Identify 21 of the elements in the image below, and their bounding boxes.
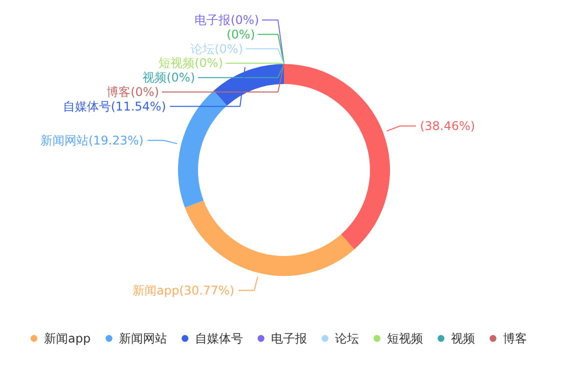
legend-label: 短视频 — [387, 331, 423, 346]
legend-label: 电子报 — [271, 331, 307, 346]
text: 视频(0%) — [142, 70, 195, 85]
legend-label: 博客 — [503, 331, 527, 346]
donut-slice — [284, 64, 390, 250]
text: 博客(0%) — [106, 85, 159, 99]
legend-label: 自媒体号 — [195, 331, 243, 346]
legend-label: 论坛 — [335, 331, 359, 346]
donut-slice — [184, 200, 354, 276]
text: (0%) — [226, 27, 255, 42]
legend-label: 视频 — [451, 331, 475, 346]
data-label: 自媒体号(11.54%) — [62, 99, 166, 114]
text: 短视频(0%) — [158, 56, 223, 70]
data-label: 新闻app(30.77%) — [132, 283, 234, 298]
legend-label: 新闻网站 — [119, 331, 167, 346]
legend-label: 新闻app — [44, 331, 91, 346]
text: 电子报(0%) — [194, 13, 259, 27]
data-label: (38.46%) — [420, 119, 476, 134]
text: 论坛(0%) — [190, 42, 243, 56]
donut-slice — [178, 90, 227, 208]
data-label: 新闻网站(19.23%) — [40, 133, 144, 148]
